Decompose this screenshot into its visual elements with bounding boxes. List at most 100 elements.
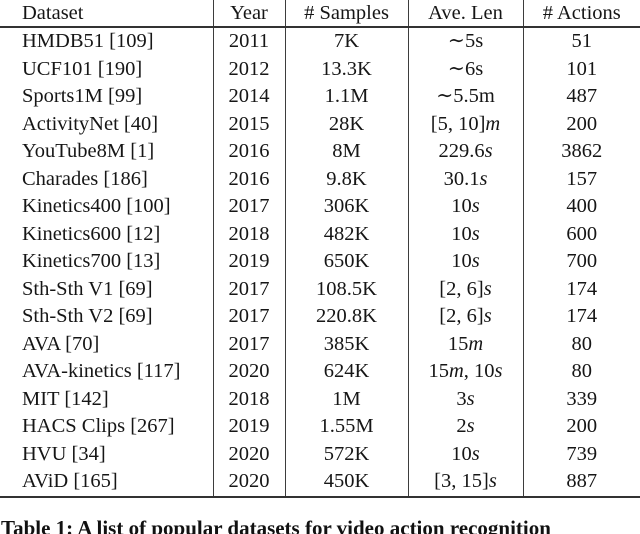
cell-year: 2017	[213, 330, 286, 358]
cell-ave-len: 3s	[408, 385, 524, 413]
cell-year: 2016	[213, 165, 286, 193]
cell-samples: 306K	[285, 193, 409, 221]
cell-samples: 7K	[285, 27, 409, 56]
cell-actions: 200	[566, 415, 598, 437]
cell-actions: 339	[566, 387, 598, 410]
cell-dataset: ActivityNet [40]	[0, 110, 214, 138]
cell-dataset: Charades [186]	[0, 165, 214, 193]
cell-year: 2017	[213, 303, 286, 331]
cell-ave-len: 10s	[408, 220, 524, 248]
cell-actions: 600	[566, 222, 598, 245]
cell-samples: 220.8K	[285, 303, 409, 331]
cell-samples: 624K	[285, 358, 409, 386]
cell-dataset: AVA-kinetics [117]	[0, 358, 214, 386]
cell-year: 2020	[213, 440, 286, 468]
cell-actions: 174	[566, 305, 598, 327]
cell-dataset: AVA [70]	[0, 330, 214, 358]
cell-dataset: UCF101 [190]	[0, 55, 214, 83]
cell-dataset: Kinetics600 [12]	[0, 220, 214, 248]
cell-ave-len: ∼6s	[408, 55, 524, 83]
cell-ave-len: 10s	[408, 193, 524, 221]
cell-actions: 157	[566, 167, 598, 190]
table-row: HVU [34] 2020 572K 10s 739	[0, 440, 640, 468]
table-row: Sth-Sth V1 [69] 2017 108.5K [2, 6]s 174	[0, 275, 640, 303]
cell-dataset: AViD [165]	[0, 468, 214, 498]
cell-ave-len: 15m	[408, 330, 524, 358]
table-row: ActivityNet [40] 2015 28K [5, 10]m 200	[0, 110, 640, 138]
cell-ave-len: 10s	[408, 440, 524, 468]
table-row: AVA [70] 2017 385K 15m 80	[0, 330, 640, 358]
cell-ave-len: 2s	[408, 413, 524, 441]
table-row: Kinetics400 [100] 2017 306K 10s 400	[0, 193, 640, 221]
cell-dataset: HACS Clips [267]	[0, 413, 214, 441]
cell-year: 2018	[213, 220, 286, 248]
table-row: AViD [165] 2020 450K [3, 15]s 887	[0, 468, 640, 498]
header-samples: # Samples	[285, 0, 409, 28]
table-row: AVA-kinetics [117] 2020 624K 15m, 10s 80	[0, 358, 640, 386]
cell-actions: 51	[571, 30, 593, 52]
cell-year: 2015	[213, 110, 286, 138]
header-year: Year	[213, 0, 286, 28]
cell-ave-len: 30.1s	[408, 165, 524, 193]
cell-samples: 108.5K	[285, 275, 409, 303]
cell-ave-len: [2, 6]s	[408, 275, 524, 303]
cell-samples: 1M	[285, 385, 409, 413]
table-row: Kinetics700 [13] 2019 650K 10s 700	[0, 248, 640, 276]
table-row: Sports1M [99] 2014 1.1M ∼5.5m 487	[0, 83, 640, 111]
cell-actions: 739	[566, 442, 598, 465]
cell-dataset: HVU [34]	[0, 440, 214, 468]
cell-ave-len: [2, 6]s	[408, 303, 524, 331]
cell-samples: 28K	[285, 110, 409, 138]
datasets-table: Dataset Year # Samples Ave. Len # Action…	[0, 0, 640, 498]
table-caption: Table 1: A list of popular datasets for …	[1, 516, 551, 534]
cell-actions: 101	[566, 57, 598, 80]
cell-year: 2019	[213, 413, 286, 441]
cell-actions: 700	[566, 250, 598, 272]
header-ave-len: Ave. Len	[408, 0, 524, 28]
table-row: HACS Clips [267] 2019 1.55M 2s 200	[0, 413, 640, 441]
cell-ave-len: ∼5s	[408, 27, 524, 56]
cell-dataset: Sports1M [99]	[0, 83, 214, 111]
cell-ave-len: 15m, 10s	[408, 358, 524, 386]
cell-samples: 1.55M	[285, 413, 409, 441]
table-row: YouTube8M [1] 2016 8M 229.6s 3862	[0, 138, 640, 166]
cell-year: 2020	[213, 358, 286, 386]
table-row: Sth-Sth V2 [69] 2017 220.8K [2, 6]s 174	[0, 303, 640, 331]
cell-actions: 80	[571, 360, 593, 382]
cell-actions: 3862	[561, 140, 603, 162]
cell-actions: 200	[566, 112, 598, 135]
cell-dataset: Sth-Sth V1 [69]	[0, 275, 214, 303]
cell-dataset: MIT [142]	[0, 385, 214, 413]
header-actions: # Actions	[523, 0, 640, 28]
cell-dataset: Kinetics700 [13]	[0, 248, 214, 276]
cell-year: 2016	[213, 138, 286, 166]
cell-dataset: YouTube8M [1]	[0, 138, 214, 166]
table-body: HMDB51 [109] 2011 7K ∼5s 51 UCF101 [190] 2012 1…	[0, 27, 640, 498]
table-header: Dataset Year # Samples Ave. Len # Action…	[0, 0, 640, 28]
cell-samples: 13.3K	[285, 55, 409, 83]
table-row: Kinetics600 [12] 2018 482K 10s 600	[0, 220, 640, 248]
cell-ave-len: 10s	[408, 248, 524, 276]
header-row: Dataset Year # Samples Ave. Len # Action…	[0, 0, 640, 28]
cell-samples: 1.1M	[285, 83, 409, 111]
cell-samples: 8M	[285, 138, 409, 166]
cell-year: 2019	[213, 248, 286, 276]
cell-year: 2017	[213, 193, 286, 221]
cell-samples: 482K	[285, 220, 409, 248]
cell-year: 2017	[213, 275, 286, 303]
cell-ave-len: [3, 15]s	[408, 468, 524, 498]
cell-year: 2011	[213, 27, 286, 56]
cell-actions: 80	[571, 332, 593, 355]
cell-actions: 400	[566, 195, 598, 217]
cell-actions: 174	[566, 277, 598, 300]
cell-year: 2018	[213, 385, 286, 413]
table-row: Charades [186] 2016 9.8K 30.1s 157	[0, 165, 640, 193]
table-row: MIT [142] 2018 1M 3s 339	[0, 385, 640, 413]
cell-dataset: Sth-Sth V2 [69]	[0, 303, 214, 331]
cell-actions: 487	[566, 85, 598, 107]
cell-samples: 385K	[285, 330, 409, 358]
cell-actions: 887	[523, 468, 640, 498]
cell-year: 2014	[213, 83, 286, 111]
cell-samples: 650K	[285, 248, 409, 276]
